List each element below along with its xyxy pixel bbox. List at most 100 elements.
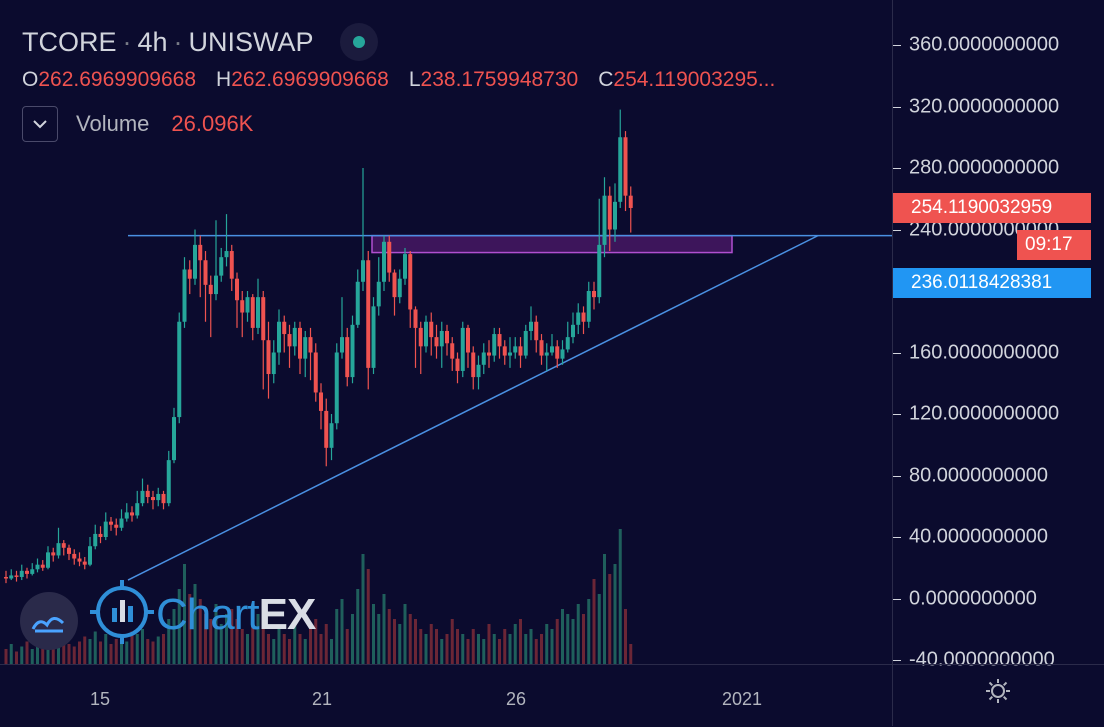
volume-bar [9, 644, 13, 664]
time-axis[interactable]: 15 21 26 2021 [0, 664, 892, 727]
price-tick-label: 40.0000000000 [909, 525, 1049, 548]
volume-bar [256, 614, 260, 664]
candle-body [135, 503, 140, 516]
price-chart[interactable] [0, 0, 892, 664]
price-axis[interactable]: 360.0000000000 320.0000000000 280.00000000… [892, 0, 1104, 726]
low-number: 238.1759948730 [420, 68, 579, 91]
volume-bar [566, 614, 570, 664]
candle-body [623, 137, 628, 196]
candle-body [424, 321, 428, 347]
candle-body [140, 490, 145, 504]
volume-bar [456, 629, 459, 664]
candle-body [9, 575, 14, 579]
candle-body [88, 546, 92, 565]
candle-body [397, 278, 402, 298]
candle-body [602, 195, 607, 245]
price-tick-label: 320.0000000000 [909, 95, 1060, 117]
volume-bar [235, 619, 239, 664]
price-tick-mark [893, 106, 901, 108]
candle-body [403, 254, 407, 279]
price-tick-label: 80.0000000000 [909, 464, 1049, 486]
candle-body [56, 543, 61, 556]
volume-bar [67, 644, 71, 664]
volume-bar [88, 639, 92, 664]
volume-bar [183, 564, 186, 664]
volume-bar [230, 609, 234, 664]
interval-label[interactable]: 4h [137, 26, 168, 57]
market-open-dot-icon[interactable] [339, 23, 378, 61]
chart-area[interactable] [0, 0, 892, 664]
candle-body [439, 330, 444, 347]
volume-bar [51, 641, 55, 664]
volume-bar [561, 609, 564, 664]
volume-bar [62, 639, 66, 664]
volume-bar [240, 629, 244, 664]
chevron-down-icon[interactable] [22, 106, 58, 142]
volume-bar [534, 639, 538, 664]
volume-bar [482, 639, 486, 664]
candle-body [355, 281, 360, 325]
volume-bar [324, 624, 328, 664]
volume-bar [303, 639, 307, 664]
volume-value: 26.096K [171, 111, 254, 136]
candle-body [61, 543, 66, 548]
volume-bar [130, 631, 134, 664]
volume-bar [282, 634, 286, 664]
time-tick-label: 21 [311, 689, 333, 709]
volume-bar [571, 619, 575, 664]
candle-body [382, 241, 386, 282]
volume-bar [78, 641, 81, 664]
volume-bar [629, 644, 633, 664]
candle-body [544, 352, 549, 356]
cloud-icon [20, 592, 78, 650]
volume-bar [114, 639, 118, 664]
volume-bar [135, 634, 139, 664]
volume-bar [151, 641, 155, 664]
candle-body [25, 570, 29, 574]
symbol-name[interactable]: TCORE [22, 26, 117, 57]
candle-body [177, 321, 182, 418]
wordmark-ex: EX [258, 589, 317, 639]
volume-bar [540, 634, 543, 664]
candle-body [555, 346, 560, 359]
candle-body [592, 291, 596, 298]
volume-bar [345, 629, 349, 664]
candle-body [40, 564, 45, 568]
volume-bar [440, 639, 444, 664]
candle-body [77, 558, 82, 562]
candle-body [219, 257, 224, 276]
time-tick-label: 26 [505, 689, 527, 709]
gear-icon[interactable] [984, 677, 1012, 710]
candle-body [124, 512, 129, 519]
volume-bar [582, 614, 585, 664]
volume-bar [4, 649, 8, 664]
volume-bar [72, 646, 76, 664]
resistance-zone [371, 234, 733, 254]
low-value: L238.1759948730 [409, 68, 578, 92]
candle-body [298, 327, 302, 359]
close-value: C254.119003295... [598, 68, 775, 92]
high-number: 262.6969909668 [231, 68, 389, 91]
volume-bar [592, 579, 596, 664]
volume-bar [471, 629, 475, 664]
price-tick-label: 280.0000000000 [909, 156, 1060, 179]
volume-bar [550, 629, 554, 664]
candle-body [198, 244, 203, 261]
candle-body [261, 297, 266, 341]
candle-body [613, 201, 617, 230]
volume-bar [519, 619, 522, 664]
candle-body [319, 392, 323, 411]
candle-body [67, 547, 71, 554]
volume-bar [372, 604, 375, 664]
candle-body [345, 337, 350, 378]
candle-body [340, 337, 344, 353]
volume-bar [99, 641, 102, 664]
volume-bar [298, 634, 302, 664]
candle-body [93, 533, 98, 547]
chartex-wordmark: ChartEX [156, 589, 317, 640]
volume-bar [624, 609, 627, 664]
candle-body [114, 524, 119, 528]
volume-bar [25, 641, 29, 664]
volume-bar [246, 634, 249, 664]
candle-body [14, 575, 19, 577]
